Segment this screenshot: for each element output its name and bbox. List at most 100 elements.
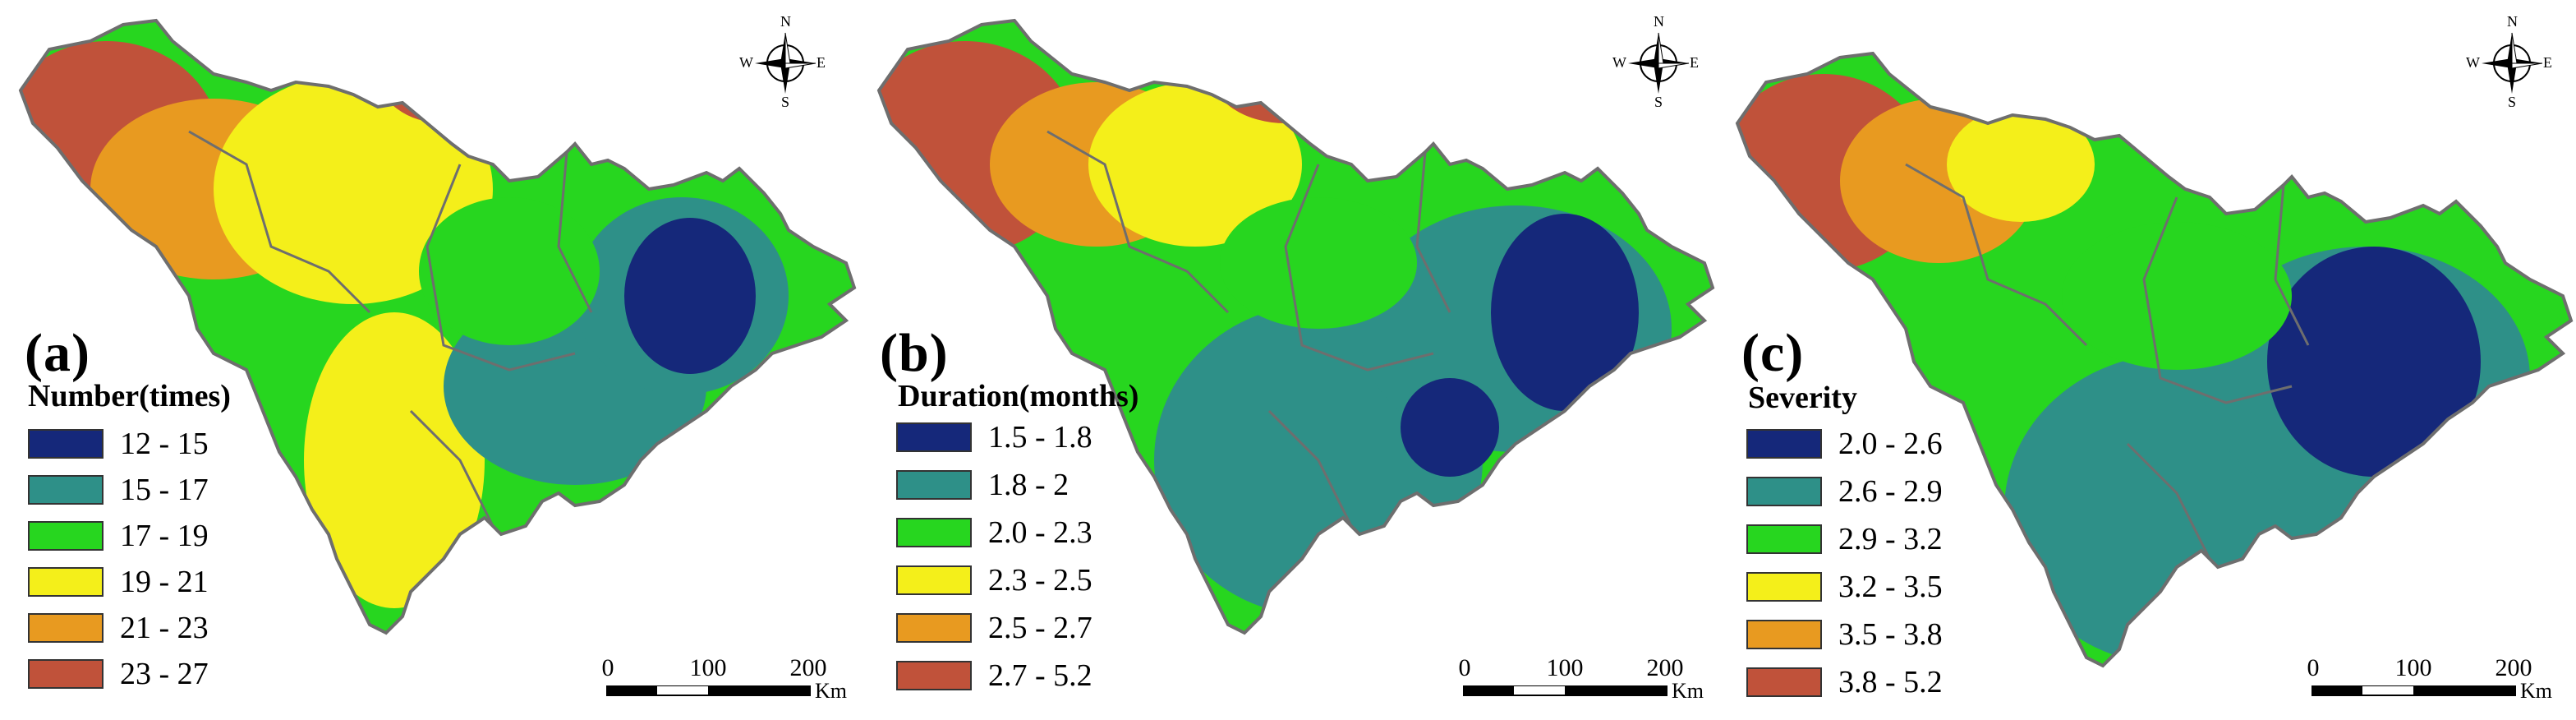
compass-s: S [2508, 94, 2517, 110]
map-duration [876, 18, 1715, 635]
legend-item: 17 - 19 [28, 519, 307, 554]
legend-label: 23 - 27 [120, 657, 209, 691]
map-outline [1735, 51, 2574, 668]
compass-n: N [2507, 13, 2518, 30]
map-zone-red-2 [378, 25, 509, 123]
legend-label: 15 - 17 [120, 473, 209, 507]
map-zone-navy [2267, 247, 2481, 477]
map-zone-green [1220, 197, 1417, 329]
legend-item: 3.8 - 5.2 [1746, 665, 2026, 700]
map-zone-green [2062, 222, 2292, 370]
legend-label: 3.2 - 3.5 [1838, 570, 1943, 604]
map-severity [1735, 51, 2574, 668]
legend-item: 19 - 21 [28, 565, 307, 600]
scale-unit: Km [815, 679, 847, 703]
legend-swatch [1746, 524, 1822, 554]
compass-rose-icon [2482, 32, 2543, 94]
legend-item: 1.8 - 2 [896, 468, 1175, 503]
scale-tick: 100 [1546, 654, 1584, 681]
compass-w: W [2466, 54, 2480, 71]
compass-e: E [816, 54, 826, 71]
map-zone-yellow-2 [304, 312, 485, 608]
scale-bar: 0 100 200 Km [1459, 654, 1709, 712]
compass-s: S [1654, 94, 1663, 110]
legend-item: 3.2 - 3.5 [1746, 570, 2026, 605]
scale-tick: 0 [601, 654, 614, 681]
map-zone-yellow [1947, 107, 2095, 222]
legend-item: 2.3 - 2.5 [896, 563, 1175, 598]
legend-swatch [28, 567, 104, 597]
legend-swatch [896, 518, 972, 547]
legend-swatch [1746, 667, 1822, 697]
legend-swatch [1746, 620, 1822, 649]
scale-tick: 0 [2307, 654, 2320, 681]
legend-swatch [1746, 572, 1822, 602]
legend-swatch [1746, 429, 1822, 459]
compass-rose-icon [1628, 32, 1690, 94]
compass-w: W [1612, 54, 1626, 71]
legend-item: 3.5 - 3.8 [1746, 617, 2026, 653]
legend-title: Severity [1748, 381, 1857, 415]
map-zone-green [419, 197, 600, 345]
legend-swatch [896, 613, 972, 643]
compass-n: N [1654, 13, 1664, 30]
legend-item: 2.9 - 3.2 [1746, 522, 2026, 557]
legend-item: 2.5 - 2.7 [896, 611, 1175, 646]
north-arrow: N S E W [1612, 13, 1700, 110]
legend-swatch [28, 475, 104, 505]
legend-item: 1.5 - 1.8 [896, 420, 1175, 455]
legend-swatch [28, 613, 104, 643]
scale-bar: 0 100 200 Km [602, 654, 853, 712]
map-outline [876, 18, 1715, 635]
legend-label: 17 - 19 [120, 519, 209, 553]
scale-bar: 0 100 200 Km [2307, 654, 2558, 712]
legend-label: 2.5 - 2.7 [988, 611, 1092, 645]
compass-rose-icon [755, 32, 816, 94]
scale-tick: 100 [689, 654, 727, 681]
map-district-boundaries [1046, 130, 1451, 527]
legend-item: 15 - 17 [28, 473, 307, 508]
scale-tick: 100 [2394, 654, 2432, 681]
legend-item: 2.0 - 2.3 [896, 515, 1175, 551]
scale-tick: 200 [1646, 654, 1684, 681]
compass-e: E [1690, 54, 1699, 71]
legend-label: 2.7 - 5.2 [988, 658, 1092, 693]
north-arrow: N S E W [2466, 13, 2553, 110]
panel-label: (a) [25, 323, 90, 383]
compass-s: S [781, 94, 790, 110]
map-number [18, 18, 857, 635]
legend-swatch [896, 565, 972, 595]
scale-tick: 200 [2495, 654, 2532, 681]
legend-label: 1.5 - 1.8 [988, 420, 1092, 455]
legend-label: 2.3 - 2.5 [988, 563, 1092, 598]
legend-label: 19 - 21 [120, 565, 209, 599]
scale-bar-graphic [2312, 685, 2516, 696]
legend-label: 2.9 - 3.2 [1838, 522, 1943, 556]
legend-swatch [28, 521, 104, 551]
legend-item: 21 - 23 [28, 611, 307, 646]
compass-e: E [2543, 54, 2552, 71]
legend-item: 2.0 - 2.6 [1746, 427, 2026, 462]
map-zone-navy [1491, 214, 1639, 411]
legend-swatch [896, 422, 972, 452]
legend-title: Number(times) [28, 379, 231, 413]
legend-swatch [1746, 477, 1822, 506]
map-zone-navy-2 [1401, 378, 1499, 477]
scale-tick: 200 [789, 654, 827, 681]
legend-label: 1.8 - 2 [988, 468, 1070, 502]
map-district-boundaries [1905, 163, 2310, 560]
scale-unit: Km [1672, 679, 1704, 703]
legend-item: 23 - 27 [28, 657, 307, 692]
map-zone-yellow [1088, 82, 1302, 247]
panel-label: (b) [880, 323, 949, 383]
legend-swatch [28, 429, 104, 459]
legend-label: 2.0 - 2.3 [988, 515, 1092, 550]
legend-label: 2.0 - 2.6 [1838, 427, 1943, 461]
legend-label: 2.6 - 2.9 [1838, 474, 1943, 509]
legend-label: 21 - 23 [120, 611, 209, 645]
panel-severity: (c) Severity 2.0 - 2.6 2.6 - 2.9 2.9 - 3… [1717, 0, 2575, 720]
legend-swatch [896, 661, 972, 690]
legend-title: Duration(months) [898, 379, 1139, 413]
scale-tick: 0 [1458, 654, 1471, 681]
